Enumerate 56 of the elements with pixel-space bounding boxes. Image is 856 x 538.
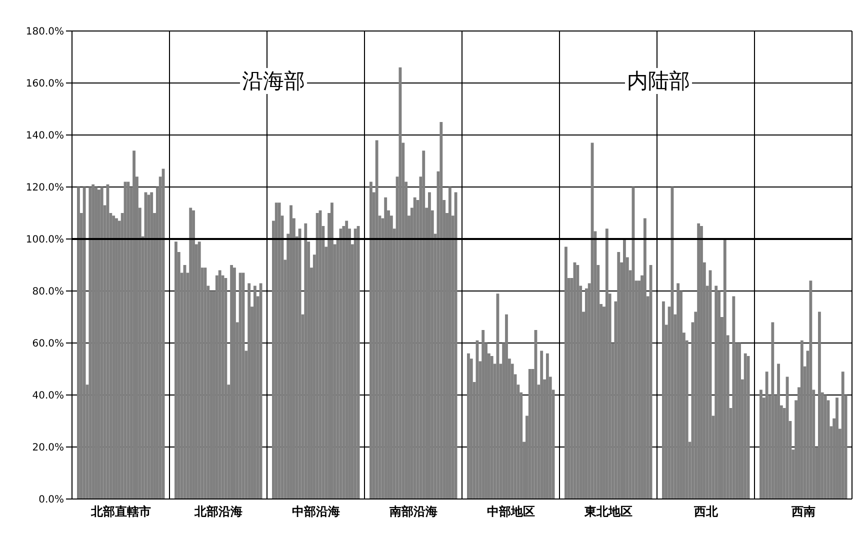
bar [82, 187, 86, 499]
y-tick-label: 180.0% [26, 26, 64, 38]
bar [88, 187, 92, 499]
x-tick-label: 中部地区 [486, 504, 535, 519]
x-tick-label: 中部沿海 [292, 504, 340, 519]
bar [818, 312, 821, 499]
x-tick-label: 東北地区 [583, 504, 632, 519]
bar [259, 283, 262, 499]
bar [836, 398, 838, 499]
x-tick-label: 北部直轄市 [90, 504, 151, 519]
x-tick-label: 西北 [692, 504, 719, 519]
bar [714, 286, 718, 499]
bar [760, 390, 762, 499]
bar [777, 364, 780, 499]
y-tick-label: 0.0% [38, 494, 64, 506]
y-tick-label: 40.0% [32, 390, 64, 402]
y-tick-label: 160.0% [26, 78, 64, 90]
bar [230, 265, 233, 499]
x-tick-label: 北部沿海 [193, 504, 242, 519]
y-tick-label: 100.0% [26, 234, 64, 246]
bar [662, 301, 665, 499]
bar [467, 353, 470, 499]
bar [77, 187, 80, 499]
bar [528, 369, 532, 499]
bar [248, 283, 251, 499]
bar [732, 296, 736, 499]
bar [800, 340, 804, 499]
bar [356, 226, 360, 499]
bar [841, 372, 844, 499]
y-tick-label: 140.0% [26, 130, 64, 142]
bar [162, 168, 165, 499]
y-tick-label: 20.0% [32, 442, 64, 454]
bar [224, 278, 228, 499]
bar [564, 246, 568, 499]
bar [723, 239, 726, 499]
x-tick-label: 南部沿海 [388, 504, 438, 519]
bar [370, 182, 372, 499]
bar [809, 280, 812, 499]
bar [605, 228, 608, 499]
annotation: 沿海部 [240, 68, 307, 94]
y-tick-label: 120.0% [26, 182, 64, 194]
y-tick-label: 80.0% [32, 286, 64, 298]
y-tick-label: 60.0% [32, 338, 64, 350]
bar [298, 228, 302, 499]
annotation: 内陆部 [625, 68, 692, 94]
bar [590, 142, 594, 499]
bar [454, 192, 458, 499]
bar [174, 242, 178, 499]
x-tick-label: 西南 [790, 504, 816, 519]
bar [746, 356, 750, 499]
bar [649, 265, 652, 499]
bar [697, 223, 700, 499]
bar [643, 218, 646, 499]
bar [786, 376, 789, 499]
bar [771, 322, 774, 499]
bar [304, 223, 308, 499]
